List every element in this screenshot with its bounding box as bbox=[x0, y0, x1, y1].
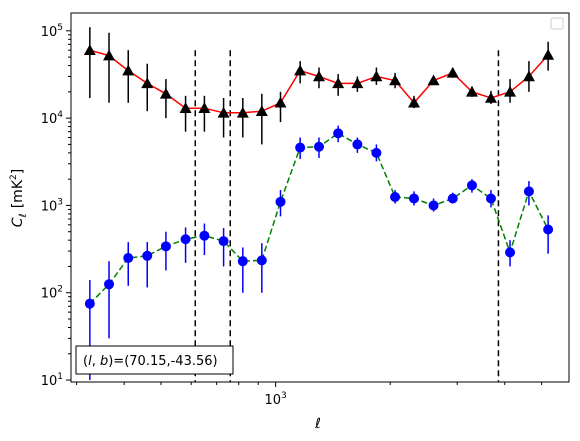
series-1-marker-7 bbox=[218, 236, 229, 247]
series-1-marker-13 bbox=[333, 128, 344, 139]
series-0-marker-0 bbox=[83, 44, 96, 55]
series-0-marker-10 bbox=[274, 96, 287, 108]
series-0-marker-19 bbox=[446, 66, 459, 78]
series-1-marker-6 bbox=[199, 230, 210, 241]
series-1-marker-22 bbox=[505, 247, 516, 258]
series-1-marker-11 bbox=[295, 142, 306, 153]
series-0-marker-18 bbox=[427, 74, 440, 86]
y-tick-label-100: 102 bbox=[41, 285, 63, 302]
series-1-marker-23 bbox=[523, 186, 534, 197]
series-0-marker-2 bbox=[122, 64, 135, 76]
series-1-marker-8 bbox=[237, 256, 248, 267]
series-1-marker-1 bbox=[104, 279, 115, 290]
series-0-marker-22 bbox=[504, 85, 517, 97]
series-1-marker-17 bbox=[409, 193, 420, 204]
y-axis-label: Cℓ[mK2] bbox=[9, 169, 29, 227]
series-0-marker-24 bbox=[542, 48, 555, 60]
series-0-marker-20 bbox=[465, 85, 478, 97]
series-0-marker-3 bbox=[141, 77, 154, 89]
series-0-marker-12 bbox=[312, 70, 325, 82]
series-0-marker-14 bbox=[351, 77, 364, 89]
series-0 bbox=[83, 27, 555, 145]
series-1-marker-21 bbox=[485, 193, 496, 204]
axis-ticks bbox=[66, 30, 543, 387]
series-1-marker-16 bbox=[390, 191, 401, 202]
x-axis-label: ℓ bbox=[314, 416, 321, 432]
series-1-marker-18 bbox=[428, 200, 439, 211]
series-1-marker-20 bbox=[466, 180, 477, 191]
series-1-marker-15 bbox=[371, 147, 382, 158]
series-0-marker-8 bbox=[236, 106, 249, 118]
series-1-marker-4 bbox=[160, 241, 171, 252]
series-0-marker-4 bbox=[159, 87, 172, 99]
series-1-marker-0 bbox=[84, 298, 95, 309]
annotation-box bbox=[75, 345, 234, 375]
series-1-marker-10 bbox=[275, 196, 286, 207]
series-1 bbox=[84, 125, 554, 381]
data-series-layer bbox=[83, 27, 555, 381]
y-tick-label-100000: 105 bbox=[41, 23, 63, 40]
series-0-marker-6 bbox=[198, 102, 211, 113]
series-0-marker-1 bbox=[103, 49, 116, 61]
series-0-marker-21 bbox=[484, 92, 497, 103]
y-tick-label-1000: 103 bbox=[41, 197, 63, 214]
annotation-text: (l, b)=(70.15,-43.56) bbox=[83, 354, 218, 369]
legend-box bbox=[550, 17, 564, 30]
series-0-marker-13 bbox=[332, 77, 345, 89]
series-1-marker-12 bbox=[313, 141, 324, 152]
series-0-marker-15 bbox=[370, 70, 383, 82]
series-0-marker-7 bbox=[217, 106, 230, 118]
series-1-marker-24 bbox=[543, 224, 554, 235]
y-tick-label-10: 101 bbox=[41, 372, 63, 389]
series-0-marker-16 bbox=[389, 74, 402, 86]
series-0-marker-9 bbox=[255, 105, 268, 117]
series-1-marker-3 bbox=[142, 250, 153, 261]
series-0-marker-23 bbox=[522, 70, 535, 82]
coordinate-annotation: (l, b)=(70.15,-43.56) bbox=[75, 345, 234, 375]
plot-frame bbox=[70, 12, 570, 383]
series-0-marker-11 bbox=[294, 64, 307, 76]
series-0-marker-17 bbox=[408, 96, 421, 108]
series-1-marker-9 bbox=[256, 255, 267, 266]
vertical-reference-lines bbox=[194, 50, 500, 382]
x-tick-label-1000: 103 bbox=[264, 391, 286, 408]
y-tick-label-10000: 104 bbox=[41, 110, 64, 127]
series-0-marker-5 bbox=[179, 102, 192, 113]
series-1-marker-5 bbox=[180, 234, 191, 245]
series-1-marker-19 bbox=[447, 193, 458, 204]
series-1-marker-14 bbox=[352, 139, 363, 150]
series-1-marker-2 bbox=[123, 253, 134, 264]
